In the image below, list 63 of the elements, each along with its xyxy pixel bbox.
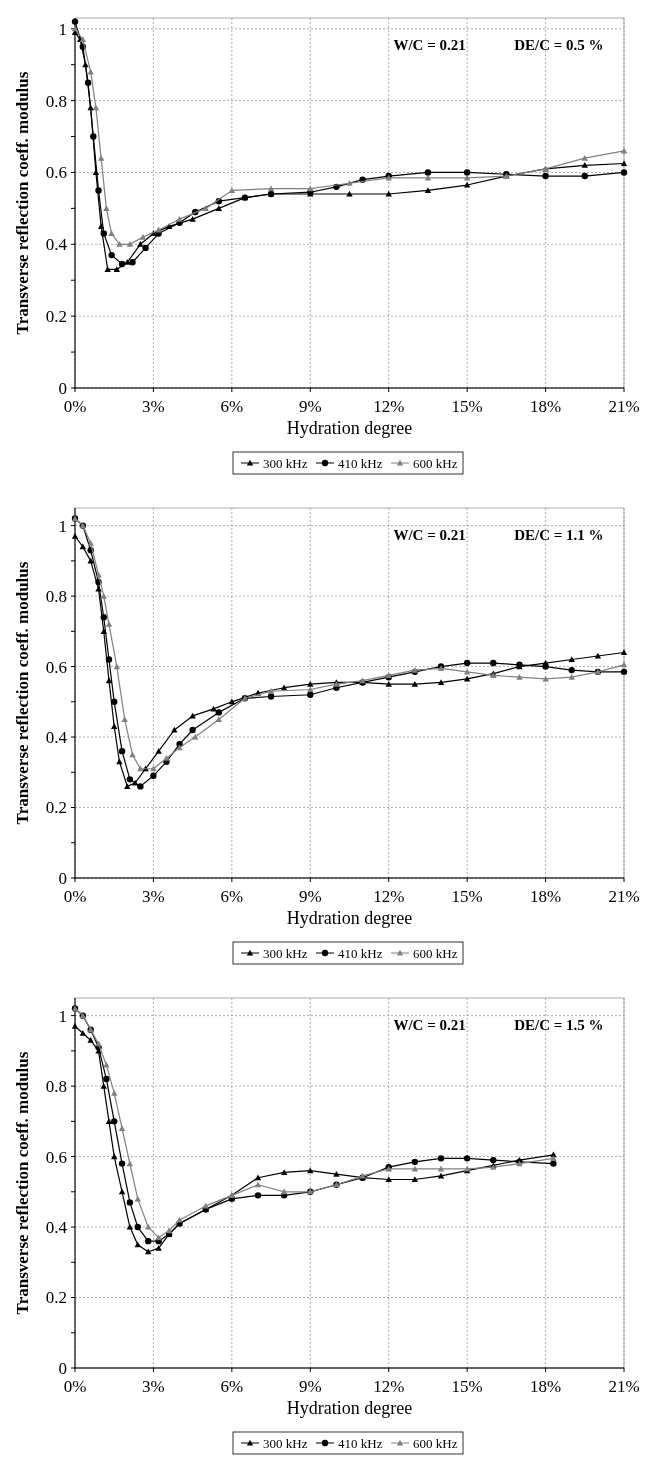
y-tick-label: 0 — [58, 378, 67, 398]
x-tick-label: 9% — [298, 887, 322, 906]
legend-label: 600 kHz — [413, 455, 458, 471]
x-axis-title: Hydration degree — [286, 908, 413, 928]
x-tick-label: 9% — [298, 397, 322, 416]
y-tick-label: 0.2 — [45, 307, 67, 327]
x-tick-label: 6% — [220, 397, 244, 416]
y-tick-label: 0.6 — [45, 163, 67, 183]
y-axis-title: Transverse reflection coeff. modulus — [13, 1051, 32, 1315]
x-tick-label: 21% — [608, 397, 640, 416]
x-tick-label: 0% — [63, 1377, 87, 1396]
y-tick-label: 0.8 — [45, 91, 67, 111]
y-tick-label: 0.4 — [45, 235, 68, 255]
x-tick-label: 9% — [298, 1377, 322, 1396]
x-tick-label: 18% — [529, 1377, 562, 1396]
x-tick-label: 21% — [608, 887, 640, 906]
x-axis-title: Hydration degree — [286, 1398, 413, 1418]
x-axis-title: Hydration degree — [286, 418, 413, 438]
y-tick-label: 0.8 — [45, 1077, 67, 1097]
x-tick-label: 3% — [142, 1377, 165, 1396]
y-tick-label: 0.2 — [45, 1288, 67, 1308]
legend-label: 600 kHz — [413, 1435, 458, 1451]
legend-label: 300 kHz — [263, 455, 308, 471]
x-tick-label: 15% — [451, 887, 483, 906]
annotation: W/C = 0.21 — [393, 1017, 466, 1033]
x-tick-label: 3% — [142, 887, 165, 906]
legend-label: 410 kHz — [338, 1435, 383, 1451]
x-tick-label: 3% — [142, 397, 165, 416]
x-tick-label: 12% — [373, 1377, 405, 1396]
y-tick-label: 1 — [58, 516, 67, 536]
annotation: DE/C = 0.5 % — [514, 37, 604, 53]
legend-label: 300 kHz — [263, 1435, 308, 1451]
y-axis-title: Transverse reflection coeff. modulus — [13, 561, 32, 825]
x-tick-label: 0% — [63, 397, 87, 416]
x-tick-label: 18% — [529, 887, 562, 906]
x-tick-label: 18% — [529, 397, 562, 416]
y-axis-title: Transverse reflection coeff. modulus — [13, 71, 32, 335]
annotation: DE/C = 1.5 % — [514, 1017, 604, 1033]
y-tick-label: 1 — [58, 19, 67, 39]
y-tick-label: 0.8 — [45, 587, 67, 607]
annotation: W/C = 0.21 — [393, 527, 466, 543]
x-tick-label: 0% — [63, 887, 87, 906]
y-tick-label: 0 — [58, 1358, 67, 1378]
y-tick-label: 0 — [58, 868, 67, 888]
annotation: W/C = 0.21 — [393, 37, 466, 53]
y-tick-label: 0.4 — [45, 728, 68, 747]
x-tick-label: 6% — [220, 887, 244, 906]
y-tick-label: 1 — [58, 1006, 67, 1026]
x-tick-label: 6% — [220, 1377, 244, 1396]
x-tick-label: 12% — [373, 887, 405, 906]
y-tick-label: 0.6 — [45, 657, 67, 677]
x-tick-label: 15% — [451, 1377, 483, 1396]
x-tick-label: 15% — [451, 397, 483, 416]
legend-label: 410 kHz — [338, 945, 383, 961]
y-tick-label: 0.6 — [45, 1147, 67, 1167]
y-tick-label: 0.2 — [45, 798, 67, 818]
y-tick-label: 0.4 — [45, 1218, 68, 1237]
legend-label: 410 kHz — [338, 455, 383, 471]
legend-label: 300 kHz — [263, 945, 308, 961]
annotation: DE/C = 1.1 % — [514, 527, 604, 543]
x-tick-label: 21% — [608, 1377, 640, 1396]
x-tick-label: 12% — [373, 397, 405, 416]
legend-label: 600 kHz — [413, 945, 458, 961]
